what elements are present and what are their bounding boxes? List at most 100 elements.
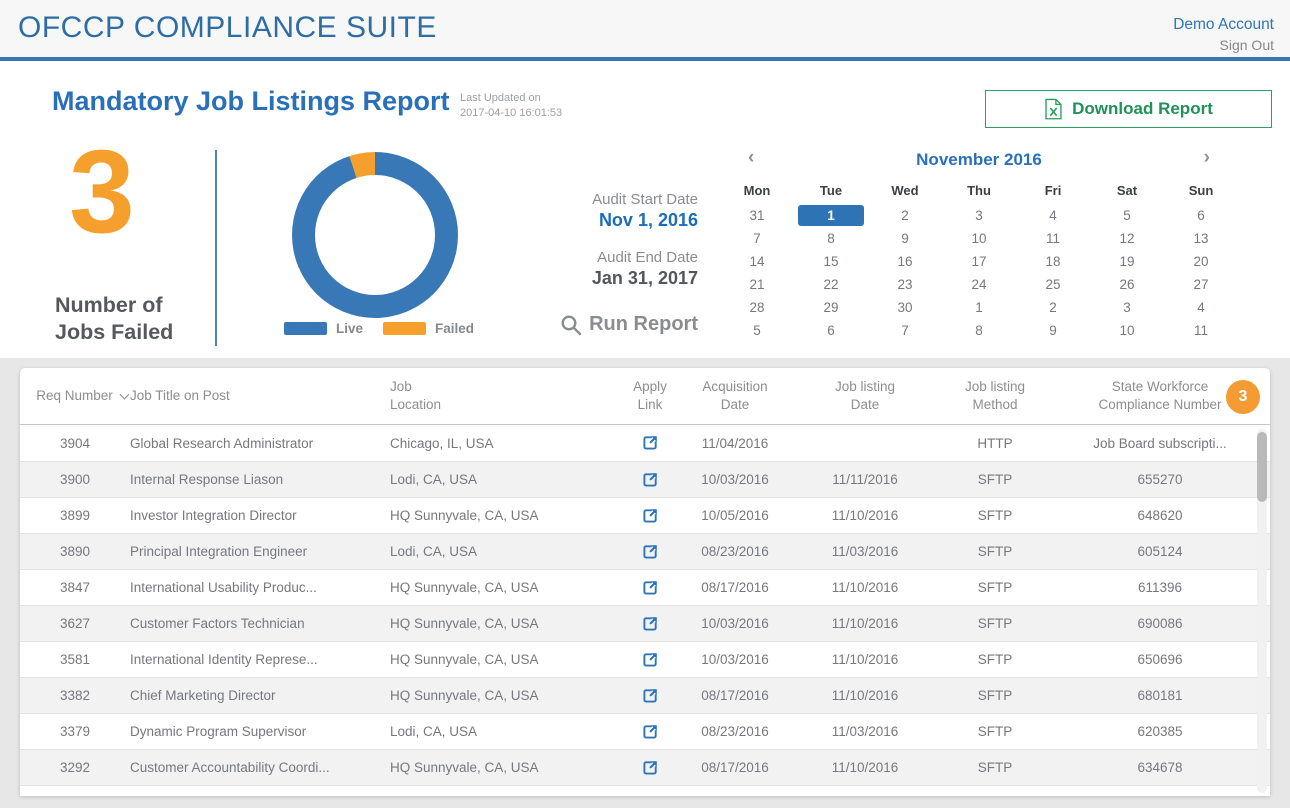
calendar-day[interactable]: 30 [897,300,913,315]
cell-job-listing-date: 11/10/2016 [831,616,899,631]
apply-link[interactable] [620,714,680,749]
calendar-day[interactable]: 7 [753,231,761,246]
calendar-day[interactable]: 25 [1045,277,1061,292]
calendar-day[interactable]: 3 [1123,300,1131,315]
excel-file-icon [1045,98,1062,120]
apply-link[interactable] [620,462,680,497]
calendar-day[interactable]: 5 [1123,208,1131,223]
external-link-icon [643,580,657,595]
last-updated-label: Last Updated on [460,92,541,104]
calendar-day[interactable]: 6 [827,323,835,338]
column-header: State Workforce Compliance Number [1098,379,1222,412]
calendar-day[interactable]: 11 [1045,231,1060,246]
audit-start-value[interactable]: Nov 1, 2016 [598,210,698,230]
apply-link[interactable] [620,678,680,713]
cell-req-number: 3890 [59,544,91,559]
apply-link[interactable] [620,642,680,677]
audit-end-label: Audit End Date [597,249,698,266]
calendar-day[interactable]: 19 [1119,254,1135,269]
column-header[interactable]: Req Number [20,387,130,405]
calendar-day[interactable]: 2 [901,208,909,223]
calendar-weekday: Thu [967,183,991,198]
table-row: 3292 Customer Accountability Coordi... H… [20,749,1270,785]
legend-label: Live [336,321,364,336]
cell-job-title: Customer Factors Technician [130,616,305,631]
calendar-day[interactable]: 31 [749,208,765,223]
table-row: 3899 Investor Integration Director HQ Su… [20,497,1270,533]
calendar-day[interactable]: 23 [897,277,913,292]
external-link-icon [643,688,657,703]
external-link-icon [643,652,657,667]
calendar-day[interactable]: 9 [901,231,909,246]
calendar-day[interactable]: 18 [1045,254,1061,269]
calendar-day[interactable]: 15 [823,254,839,269]
calendar-day[interactable]: 28 [749,300,765,315]
calendar-day[interactable]: 10 [971,231,987,246]
column-header: Job listing Method [964,379,1026,412]
table-scrollbar-track[interactable] [1257,429,1267,793]
cell-job-listing-date: 11/03/2016 [831,544,899,559]
calendar-day[interactable]: 8 [975,323,983,338]
run-report-button[interactable]: Run Report [505,313,698,336]
calendar-day[interactable]: 21 [749,277,765,292]
apply-link[interactable] [620,606,680,641]
cell-req-number: 3899 [59,508,91,523]
calendar-day[interactable]: 6 [1197,208,1205,223]
calendar-day[interactable]: 13 [1193,231,1209,246]
apply-link[interactable] [620,498,680,533]
calendar-prev-icon[interactable]: ‹ [748,147,755,168]
calendar-next-icon[interactable]: › [1203,147,1210,168]
calendar-weekday: Sat [1116,183,1138,198]
calendar-day[interactable]: 1 [975,300,983,315]
calendar-day[interactable]: 27 [1193,277,1209,292]
cell-job-listing-date: 11/10/2016 [831,508,899,523]
table-scrollbar-thumb[interactable] [1257,432,1267,502]
calendar-day[interactable]: 14 [749,254,765,269]
apply-link[interactable] [620,750,680,785]
calendar-day[interactable]: 26 [1119,277,1135,292]
apply-link[interactable] [620,534,680,569]
cell-job-title: Chief Marketing Director [130,688,276,703]
cell-acquisition-date: 08/17/2016 [701,760,769,775]
calendar-day[interactable]: 7 [901,323,909,338]
cell-req-number: 3904 [59,435,91,451]
calendar-day[interactable]: 17 [971,254,987,269]
download-report-button[interactable]: Download Report [985,90,1272,128]
calendar-day[interactable]: 2 [1049,300,1057,315]
calendar-day[interactable]: 24 [971,277,987,292]
calendar-day[interactable]: 16 [897,254,913,269]
calendar-day[interactable]: 22 [823,277,839,292]
cell-job-listing-method: SFTP [977,652,1013,667]
calendar-day[interactable]: 1 [794,204,868,227]
calendar-days-grid: 31 1 2 3 4 5 6 7 8 9 10 11 12 13 14 15 16 17 18 19 20 21 22 23 2… [720,204,1238,342]
calendar-day[interactable]: 29 [823,300,839,315]
audit-end-value[interactable]: Jan 31, 2017 [591,268,698,288]
calendar-day[interactable]: 4 [1049,208,1057,223]
table-row: 3382 Chief Marketing Director HQ Sunnyva… [20,677,1270,713]
calendar-day[interactable]: 3 [975,208,983,223]
calendar-day[interactable]: 11 [1193,323,1208,338]
external-link-icon [640,794,660,797]
calendar-day[interactable]: 12 [1119,231,1135,246]
calendar-day[interactable]: 20 [1193,254,1209,269]
calendar-day[interactable]: 4 [1197,300,1205,315]
apply-link[interactable] [620,425,680,461]
external-link-icon [643,544,657,559]
cell-job-title: Principal Integration Engineer [130,544,308,559]
calendar-day[interactable]: 5 [753,323,761,338]
cell-state-workforce-number: 650696 [1137,652,1183,667]
table-row [20,785,1270,796]
calendar-day[interactable]: 8 [827,231,835,246]
cell-acquisition-date: 08/17/2016 [701,580,769,595]
sign-out-link[interactable]: Sign Out [1219,37,1274,53]
calendar-day[interactable]: 9 [1049,323,1057,338]
table-row: 3847 International Usability Produc... H… [20,569,1270,605]
apply-link[interactable] [620,570,680,605]
account-name-link[interactable]: Demo Account [1173,16,1274,33]
table-header-row: Req Number Job Title on Post Job Location Ap… [20,368,1270,425]
apply-link[interactable] [620,786,680,796]
cell-req-number: 3292 [59,760,91,775]
calendar-day[interactable]: 10 [1119,323,1135,338]
external-link-icon [643,472,657,487]
job-listings-table: Req Number Job Title on Post Job Location Ap… [20,368,1270,796]
